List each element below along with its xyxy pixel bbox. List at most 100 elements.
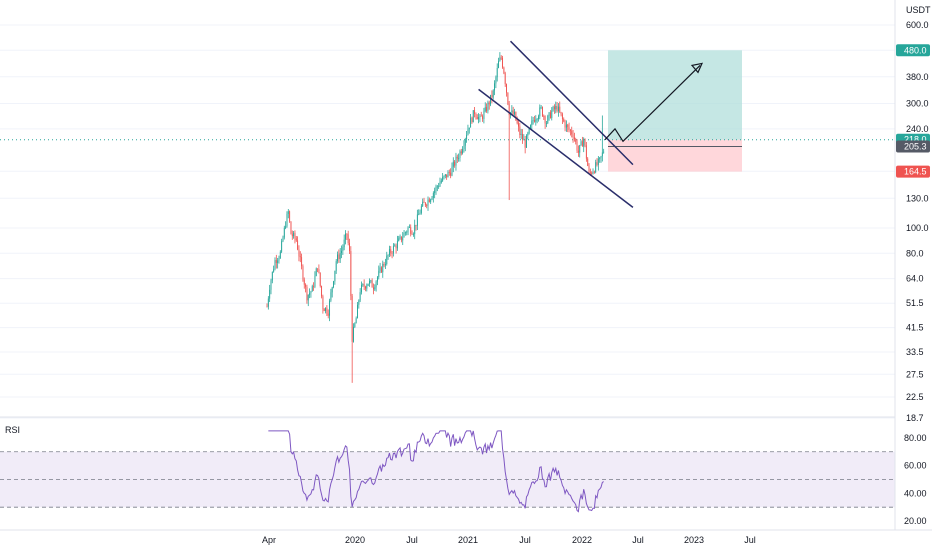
projection-arrowhead	[690, 62, 704, 74]
candle-body	[372, 287, 374, 290]
candle-body	[584, 138, 586, 146]
candle-body	[306, 286, 308, 301]
candle-body	[368, 280, 370, 284]
rsi-axis[interactable]: 20.00 40.00 60.00 80.00	[904, 433, 927, 526]
candle-body	[559, 106, 561, 112]
candle-body	[379, 267, 381, 271]
price-axis[interactable]: 18.7 22.5 27.5 33.5 41.5 51.5 64.0 80.0 100.0 130…	[906, 20, 929, 423]
candle-body	[589, 172, 591, 174]
candle-body	[307, 294, 309, 301]
candle-body	[319, 272, 321, 286]
candle-body	[431, 197, 433, 200]
candle-body	[271, 271, 273, 281]
candle-body	[384, 264, 386, 266]
candle-body	[345, 233, 346, 240]
candle-body	[527, 133, 529, 136]
price-pane[interactable]	[0, 0, 895, 416]
candle-body	[299, 256, 301, 258]
candle-body	[482, 116, 484, 119]
candle-body	[512, 110, 514, 115]
candle-body	[454, 161, 456, 166]
candle-body	[362, 284, 364, 286]
candle-body	[333, 281, 335, 288]
candle-body	[530, 125, 531, 129]
candle-body	[309, 293, 311, 295]
candle-body	[455, 156, 457, 166]
candle-body	[588, 165, 590, 173]
time-tick-label: 2022	[572, 535, 592, 545]
time-axis[interactable]: Apr 2020 Jul 2021 Jul 2022 Jul 2023 Jul	[262, 535, 756, 545]
candle-body	[500, 57, 502, 59]
candle-body	[531, 120, 533, 126]
price-tick-label: 64.0	[906, 274, 924, 284]
price-grid	[0, 24, 895, 419]
candle-body	[331, 287, 333, 293]
candle-body	[410, 227, 412, 234]
candle-body	[564, 121, 566, 128]
candle-body	[536, 119, 538, 120]
candle-body	[342, 247, 344, 251]
candle-body	[311, 286, 313, 292]
candle-body	[548, 112, 550, 116]
time-tick-label: 2023	[684, 535, 704, 545]
candle-body	[387, 255, 389, 256]
candle-body	[440, 180, 442, 183]
candle-body	[376, 277, 378, 282]
candle-body	[282, 237, 284, 242]
candle-body	[568, 127, 570, 130]
candle-body	[563, 119, 565, 122]
candle-body	[458, 157, 460, 159]
candle-body	[583, 138, 585, 147]
candle-body	[398, 238, 400, 242]
candle-body	[522, 133, 523, 140]
candle-body	[371, 280, 373, 288]
candle-body	[508, 104, 510, 116]
candle-body	[277, 260, 279, 263]
price-tag-label: 218.0	[904, 135, 927, 145]
candle-body	[587, 158, 589, 166]
candle-body	[302, 266, 304, 280]
candle-body	[337, 254, 338, 262]
candle-body	[267, 298, 269, 307]
candle-body	[281, 241, 283, 252]
trend-channel-lower-line[interactable]	[478, 88, 634, 208]
candle-body	[370, 280, 372, 282]
candle-body	[553, 106, 555, 110]
candle-body	[560, 111, 562, 115]
candle-body	[403, 232, 405, 238]
candle-body	[520, 133, 522, 135]
candle-body	[329, 300, 331, 316]
price-tick-label: 18.7	[906, 413, 924, 423]
candle-body	[516, 120, 518, 124]
candle-body	[526, 135, 527, 148]
candle-body	[556, 106, 558, 112]
candle-body	[318, 269, 320, 273]
candle-body	[506, 84, 507, 93]
candle-body	[424, 202, 426, 206]
trend-channel-upper-line[interactable]	[509, 40, 634, 166]
projection-path[interactable]	[604, 64, 701, 143]
target-zone[interactable]	[608, 50, 742, 140]
candle-body	[416, 214, 418, 226]
candle-body	[391, 253, 393, 254]
candle-body	[468, 127, 470, 130]
candle-body	[388, 249, 390, 256]
candle-body	[339, 253, 341, 260]
candle-body	[487, 102, 489, 112]
candle-body	[483, 111, 485, 119]
candle-body	[459, 151, 461, 158]
candle-body	[294, 232, 296, 239]
price-tag	[896, 140, 930, 153]
price-tick-label: 41.5	[906, 323, 924, 333]
candle-body	[422, 201, 424, 207]
candle-body	[297, 240, 299, 250]
candle-body	[532, 120, 534, 121]
candle-body	[411, 233, 413, 235]
candle-body	[301, 257, 303, 267]
candle-body	[535, 119, 537, 122]
stop-zone[interactable]	[608, 139, 742, 172]
candle-body	[270, 280, 272, 290]
candle-body	[478, 117, 480, 120]
candle-body	[557, 106, 559, 112]
